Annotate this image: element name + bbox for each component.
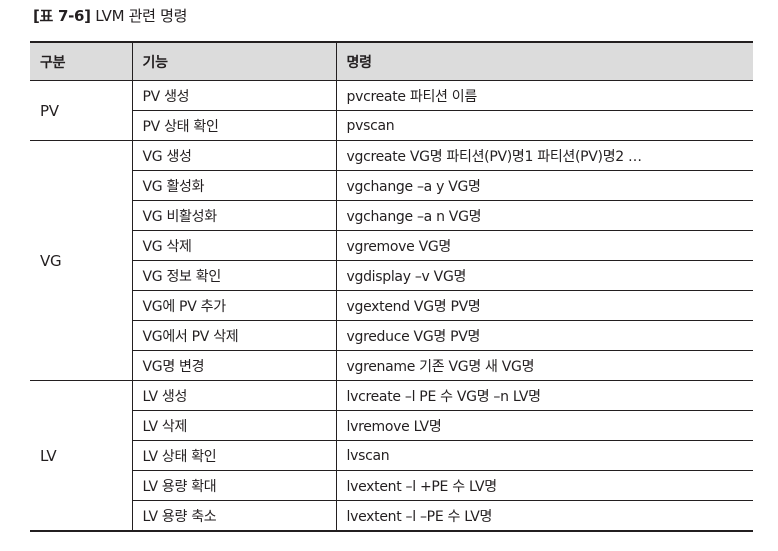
caption-title: LVM 관련 명령 <box>90 7 188 25</box>
command-cell: vgcreate VG명 파티션(PV)명1 파티션(PV)명2 … <box>335 140 753 171</box>
function-cell: LV 상태 확인 <box>131 440 336 471</box>
table-row: LV 용량 확대 lvextent –l +PE 수 LV명 <box>30 470 753 501</box>
table-row: VG 정보 확인 vgdisplay –v VG명 <box>30 260 753 291</box>
table-row: VG명 변경 vgrename 기존 VG명 새 VG명 <box>30 350 753 381</box>
command-cell: lvremove LV명 <box>335 410 753 441</box>
header-function: 기능 <box>131 41 336 81</box>
command-cell: vgrename 기존 VG명 새 VG명 <box>335 350 753 381</box>
function-cell: LV 생성 <box>131 380 336 411</box>
command-cell: lvextent –l +PE 수 LV명 <box>335 470 753 501</box>
table-row: PV 상태 확인 pvscan <box>30 110 753 141</box>
table-row: LV 용량 축소 lvextent –l –PE 수 LV명 <box>30 500 753 532</box>
function-cell: VG 활성화 <box>131 170 336 201</box>
command-cell: vgreduce VG명 PV명 <box>335 320 753 351</box>
command-cell: lvscan <box>335 440 753 471</box>
header-command: 명령 <box>335 41 753 81</box>
function-cell: VG에 PV 추가 <box>131 290 336 321</box>
function-cell: LV 용량 확대 <box>131 470 336 501</box>
function-cell: VG에서 PV 삭제 <box>131 320 336 351</box>
table-row: PV PV 생성 pvcreate 파티션 이름 <box>30 80 753 141</box>
command-cell: vgremove VG명 <box>335 230 753 261</box>
table-row: VG에 PV 추가 vgextend VG명 PV명 <box>30 290 753 321</box>
function-cell: VG 생성 <box>131 140 336 171</box>
command-cell: lvcreate –l PE 수 VG명 –n LV명 <box>335 380 753 411</box>
command-cell: lvextent –l –PE 수 LV명 <box>335 500 753 532</box>
function-cell: VG 비활성화 <box>131 200 336 231</box>
group-cell-pv: PV <box>30 80 132 141</box>
function-cell: VG 정보 확인 <box>131 260 336 291</box>
caption-label: [표 7-6] <box>33 7 91 25</box>
function-cell: VG 삭제 <box>131 230 336 261</box>
table-row: LV 상태 확인 lvscan <box>30 440 753 471</box>
function-cell: PV 상태 확인 <box>131 110 336 141</box>
table-caption: [표 7-6] LVM 관련 명령 <box>33 6 187 26</box>
header-row: 구분 기능 명령 <box>30 41 753 81</box>
table-row: VG 활성화 vgchange –a y VG명 <box>30 170 753 201</box>
command-cell: vgdisplay –v VG명 <box>335 260 753 291</box>
function-cell: LV 용량 축소 <box>131 500 336 532</box>
table-row: VG VG 생성 vgcreate VG명 파티션(PV)명1 파티션(PV)명… <box>30 140 753 381</box>
group-cell-vg: VG <box>30 140 132 381</box>
command-cell: pvcreate 파티션 이름 <box>335 80 753 111</box>
command-cell: vgextend VG명 PV명 <box>335 290 753 321</box>
table-row: VG에서 PV 삭제 vgreduce VG명 PV명 <box>30 320 753 351</box>
table-row: VG 비활성화 vgchange –a n VG명 <box>30 200 753 231</box>
command-cell: vgchange –a y VG명 <box>335 170 753 201</box>
function-cell: PV 생성 <box>131 80 336 111</box>
table-row: LV LV 생성 lvcreate –l PE 수 VG명 –n LV명 <box>30 380 753 532</box>
function-cell: VG명 변경 <box>131 350 336 381</box>
table-row: VG 삭제 vgremove VG명 <box>30 230 753 261</box>
command-cell: vgchange –a n VG명 <box>335 200 753 231</box>
function-cell: LV 삭제 <box>131 410 336 441</box>
command-cell: pvscan <box>335 110 753 141</box>
header-category: 구분 <box>30 41 132 81</box>
group-cell-lv: LV <box>30 380 132 532</box>
lvm-command-table: 구분 기능 명령 PV PV 생성 pvcreate 파티션 이름 PV 상태 … <box>30 41 753 532</box>
table-row: LV 삭제 lvremove LV명 <box>30 410 753 441</box>
